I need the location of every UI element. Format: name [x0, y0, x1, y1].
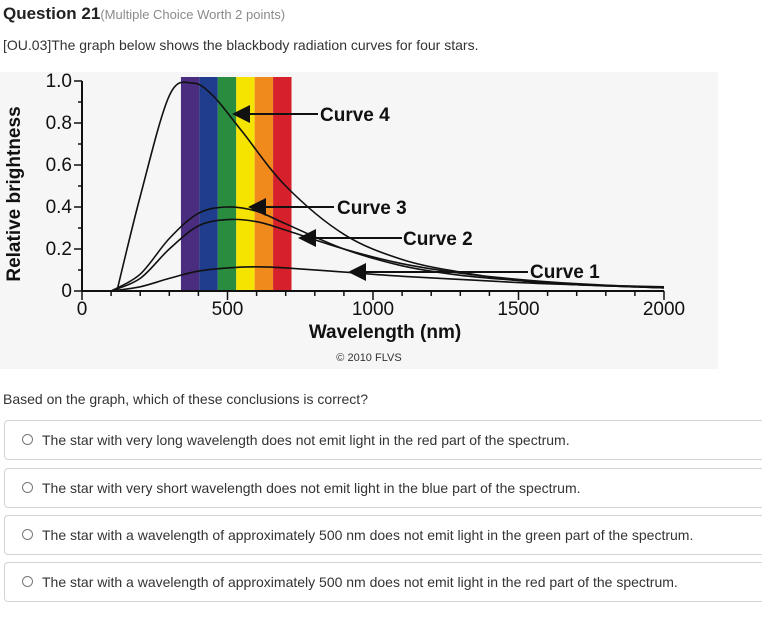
x-tick-label: 500: [212, 299, 244, 320]
question-worth: (Multiple Choice Worth 2 points): [100, 7, 286, 22]
question-text: [OU.03]The graph below shows the blackbo…: [3, 37, 479, 53]
curve-2-label: Curve 2: [403, 229, 473, 250]
x-tick-label: 2000: [643, 299, 685, 320]
question-header: Question 21(Multiple Choice Worth 2 poin…: [3, 4, 285, 24]
question-prompt: Based on the graph, which of these concl…: [3, 391, 368, 407]
y-tick-label: 0.4: [46, 197, 73, 218]
spectrum-band-5: [254, 77, 274, 291]
curve-1-arrowhead: [348, 263, 366, 281]
visible-spectrum-bands: [180, 77, 292, 291]
y-tick-label: 0: [61, 281, 72, 302]
radio-button[interactable]: [22, 434, 33, 445]
answer-choice-label[interactable]: The star with very short wavelength does…: [42, 480, 581, 496]
blackbody-chart-figure: 0 500 1000 1500 2000 0 0.2 0.4 0.6 0.8 1.0 Curve …: [0, 72, 718, 369]
curve-1-label: Curve 1: [530, 262, 600, 283]
curve-1-line: [110, 265, 665, 292]
spectrum-band-6: [273, 77, 292, 291]
question-title: Question 21: [3, 4, 101, 23]
x-axis-title: Wavelength (nm): [309, 322, 461, 343]
curve-4-label: Curve 4: [320, 105, 390, 126]
spectrum-band-1: [180, 77, 200, 291]
y-tick-label: 1.0: [46, 72, 72, 92]
radio-button[interactable]: [22, 529, 33, 540]
curve-3-label: Curve 3: [337, 198, 407, 219]
answer-choice-label[interactable]: The star with a wavelength of approximat…: [42, 574, 678, 590]
x-tick-label: 0: [77, 299, 88, 320]
y-tick-label: 0.8: [46, 113, 72, 134]
curve-4-arrowhead: [232, 105, 250, 123]
answer-choice-label[interactable]: The star with very long wavelength does …: [42, 432, 570, 448]
curve-3-line: [110, 206, 665, 292]
curve-2-line: [110, 218, 665, 292]
radio-button[interactable]: [22, 482, 33, 493]
answer-choice-4[interactable]: The star with a wavelength of approximat…: [4, 562, 762, 602]
blackbody-chart: 0 500 1000 1500 2000 0 0.2 0.4 0.6 0.8 1.0 Curve …: [4, 72, 685, 364]
y-tick-label: 0.6: [46, 155, 72, 176]
x-tick-label: 1000: [352, 299, 394, 320]
x-ticks: 0 500 1000 1500 2000: [77, 291, 685, 320]
y-ticks: 0 0.2 0.4 0.6 0.8 1.0: [46, 72, 82, 302]
answer-choice-3[interactable]: The star with a wavelength of approximat…: [4, 515, 762, 555]
curve-2-arrowhead: [298, 229, 316, 247]
curve-3-arrowhead: [248, 198, 266, 216]
x-tick-label: 1500: [497, 299, 539, 320]
answer-choice-1[interactable]: The star with very long wavelength does …: [4, 420, 762, 460]
copyright-credit: © 2010 FLVS: [336, 352, 401, 364]
spectrum-band-2: [199, 77, 218, 291]
radio-button[interactable]: [22, 576, 33, 587]
answer-choice-label[interactable]: The star with a wavelength of approximat…: [42, 527, 694, 543]
curve-annotations: Curve 4 Curve 3 Curve 2 Curve 1: [232, 105, 600, 283]
y-tick-label: 0.2: [46, 239, 72, 260]
curves: [110, 81, 665, 292]
y-axis-title: Relative brightness: [4, 106, 25, 281]
answer-choice-2[interactable]: The star with very short wavelength does…: [4, 468, 762, 508]
spectrum-band-3: [217, 77, 237, 291]
